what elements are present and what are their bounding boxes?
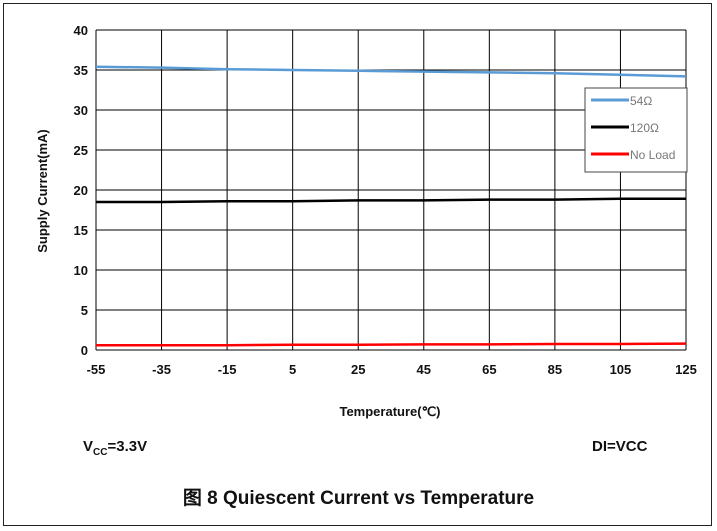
x-tick-label: -15 <box>218 362 237 377</box>
y-tick-label: 0 <box>81 343 88 358</box>
figure-caption: 图 8 Quiescent Current vs Temperature <box>182 488 535 509</box>
legend: 54Ω 120Ω No Load <box>584 87 688 173</box>
vcc-symbol: V <box>83 438 94 455</box>
x-tick-label: 125 <box>675 362 697 377</box>
legend-box <box>584 87 688 173</box>
series-lines <box>95 65 687 347</box>
series-line-2 <box>96 342 687 347</box>
x-axis-title: Temperature(℃) <box>339 404 440 419</box>
vcc-value: =3.3V <box>107 438 148 455</box>
x-tick-label: 65 <box>482 362 496 377</box>
y-tick-label: 5 <box>81 303 88 318</box>
y-axis-title: Supply Current(mA) <box>35 129 50 253</box>
x-tick-label: 5 <box>289 362 296 377</box>
y-tick-label: 10 <box>74 263 88 278</box>
x-tick-label: 85 <box>548 362 562 377</box>
x-tick-label: -35 <box>152 362 171 377</box>
vcc-subscript: CC <box>93 447 108 458</box>
tick-labels: 0 5 10 15 20 25 30 35 40 -55 -35 -15 5 25 45 65 85 105 125 <box>74 23 697 377</box>
legend-label: 120Ω <box>630 121 659 135</box>
legend-label: No Load <box>630 148 675 162</box>
series-line-0 <box>95 65 687 78</box>
series-line-1 <box>96 197 686 204</box>
vcc-note: VCC=3.3V <box>83 438 147 458</box>
x-tick-label: 45 <box>417 362 431 377</box>
y-tick-label: 15 <box>74 223 88 238</box>
di-note: DI=VCC <box>592 438 648 455</box>
x-tick-label: 105 <box>610 362 632 377</box>
legend-label: 54Ω <box>630 94 652 108</box>
y-tick-label: 40 <box>74 23 88 38</box>
y-tick-label: 20 <box>74 183 88 198</box>
y-tick-label: 35 <box>74 63 88 78</box>
y-tick-label: 25 <box>74 143 88 158</box>
grid <box>95 29 687 351</box>
y-tick-label: 30 <box>74 103 88 118</box>
x-tick-label: 25 <box>351 362 365 377</box>
x-tick-label: -55 <box>87 362 106 377</box>
